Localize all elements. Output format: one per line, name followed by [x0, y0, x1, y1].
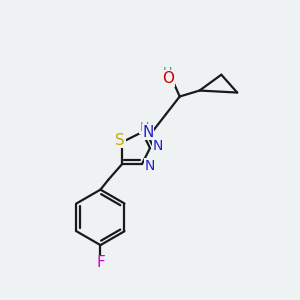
Text: O: O	[162, 71, 174, 86]
Text: F: F	[96, 255, 105, 270]
Text: S: S	[116, 133, 125, 148]
Text: N: N	[142, 125, 154, 140]
Text: H: H	[163, 66, 172, 79]
Text: N: N	[153, 139, 163, 153]
Text: H: H	[140, 121, 149, 134]
Text: N: N	[145, 159, 155, 173]
